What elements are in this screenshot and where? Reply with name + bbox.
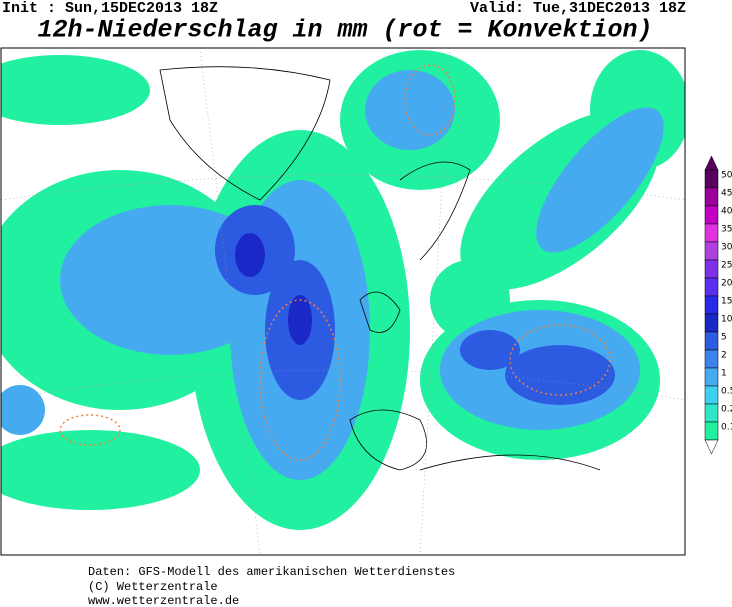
legend-swatch [704,367,719,387]
legend-swatch [704,259,719,279]
legend-label: 15 [721,297,732,307]
legend-swatch [704,385,719,405]
legend-swatch [704,223,719,243]
legend-label: 20 [721,279,732,289]
legend-swatch [704,277,719,297]
legend-label: 25 [721,261,732,271]
color-legend: 50 45 40 35 30 25 20 15 10 5 2 1 0.5 0.2 0.1 [704,155,732,455]
legend-label: 35 [721,225,732,235]
legend-label: 2 [721,351,727,361]
footer-line: (C) Wetterzentrale [88,580,218,594]
valid-time: Valid: Tue,31DEC2013 18Z [470,0,686,17]
legend-label: 0.1 [721,423,732,433]
legend-label: 40 [721,207,732,217]
legend-swatch [704,331,719,351]
legend-label: 0.2 [721,405,732,415]
precip-map [1,48,685,555]
legend-label: 45 [721,189,732,199]
legend-label: 0.5 [721,387,732,397]
legend-swatch [704,349,719,369]
legend-swatch [704,403,719,423]
legend-swatch [704,187,719,207]
legend-swatch [704,421,719,441]
legend-label: 10 [721,315,732,325]
legend-label: 1 [721,369,727,379]
legend-cap [704,439,719,455]
legend-cap [704,155,719,171]
legend-swatch [704,241,719,261]
legend-swatch [704,295,719,315]
map-title: 12h-Niederschlag in mm (rot = Konvektion… [37,16,652,45]
legend-swatch [704,169,719,189]
init-time: Init : Sun,15DEC2013 18Z [2,0,218,17]
legend-swatch [704,205,719,225]
legend-label: 50 [721,171,732,181]
legend-label: 30 [721,243,732,253]
map-frame [0,47,686,556]
legend-label: 5 [721,333,727,343]
legend-swatch [704,313,719,333]
footer-line: www.wetterzentrale.de [88,594,239,607]
footer-line: Daten: GFS-Modell des amerikanischen Wet… [88,565,455,579]
